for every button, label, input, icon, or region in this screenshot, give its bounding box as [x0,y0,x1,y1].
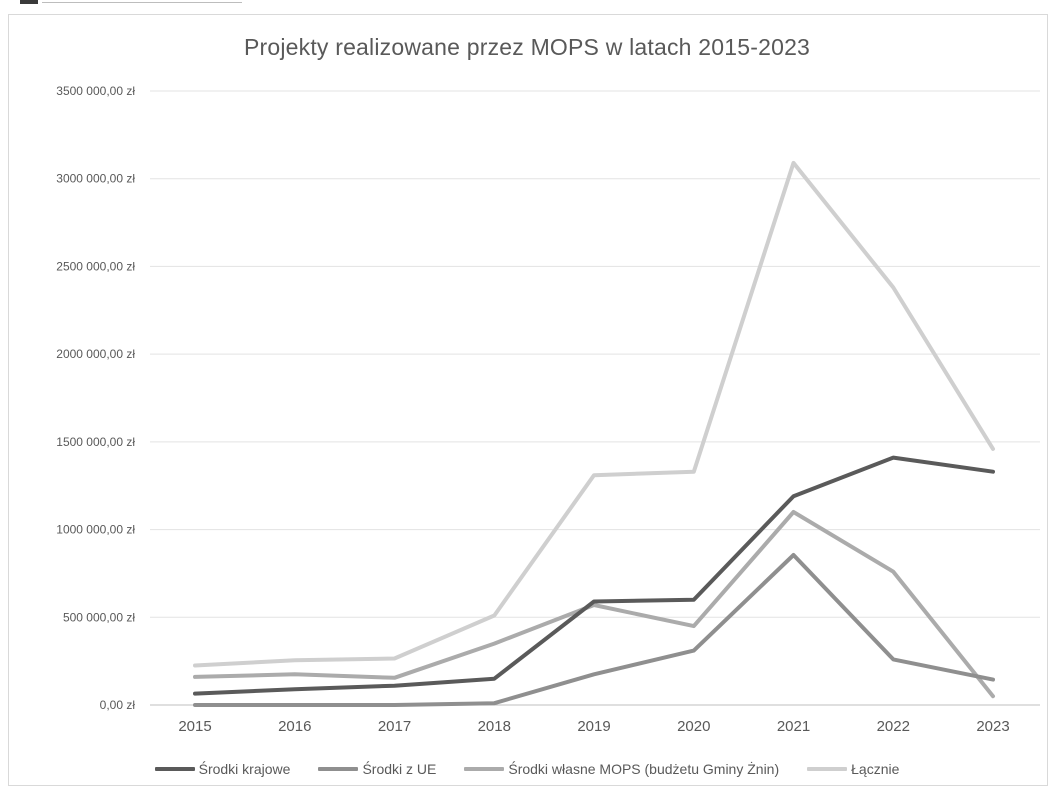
legend-item: Środki z UE [318,761,436,777]
legend-swatch [464,767,505,771]
y-tick-label: 1000 000,00 zł [56,523,135,537]
y-axis-tick-labels: 0,00 zł 500 000,00 zł 1000 000,00 zł 1500 0… [56,84,135,712]
series-lines [193,160,995,707]
x-tick-label: 2023 [976,718,1009,735]
y-tick-label: 2500 000,00 zł [56,259,135,273]
series-line [193,510,995,699]
x-tick-label: 2016 [278,718,311,735]
y-tick-label: 3000 000,00 zł [56,172,135,186]
legend-label: Środki własne MOPS (budżetu Gminy Żnin) [508,761,780,777]
chart-title: Projekty realizowane przez MOPS w latach… [243,34,811,60]
legend-label: Środki krajowe [198,761,291,777]
chart-frame [8,14,1048,786]
x-tick-label: 2018 [478,718,511,735]
x-tick-label: 2022 [877,718,910,735]
legend-label: Środki z UE [362,761,437,777]
y-tick-label: 2000 000,00 zł [56,347,135,361]
series-line [193,553,995,707]
legend-label: Łącznie [851,761,900,777]
scan-line [42,2,242,3]
x-tick-label: 2015 [178,718,211,735]
legend-swatch [154,767,195,771]
x-axis-tick-labels: 2015 2016 2017 2018 2019 2020 2021 2022 2023 [178,718,1009,735]
legend-item: Łącznie [807,761,899,777]
x-tick-label: 2021 [777,718,810,735]
y-tick-label: 1500 000,00 zł [56,435,135,449]
legend-item: Środki własne MOPS (budżetu Gminy Żnin) [464,761,779,777]
y-tick-label: 3500 000,00 zł [56,84,135,98]
y-tick-label: 500 000,00 zł [63,610,135,624]
y-tick-label: 0,00 zł [100,698,136,712]
x-tick-label: 2020 [677,718,710,735]
series-line [193,160,995,668]
x-tick-label: 2017 [378,718,411,735]
legend-swatch [807,767,848,771]
gridlines [150,90,1040,706]
scan-mark [20,0,38,4]
scan-header-strip [0,0,1054,14]
series-line [193,455,995,696]
legend-swatch [318,767,359,771]
legend: Środki krajowe Środki z UE Środki własne M… [0,757,1054,781]
legend-item: Środki krajowe [154,761,291,777]
x-tick-label: 2019 [577,718,610,735]
